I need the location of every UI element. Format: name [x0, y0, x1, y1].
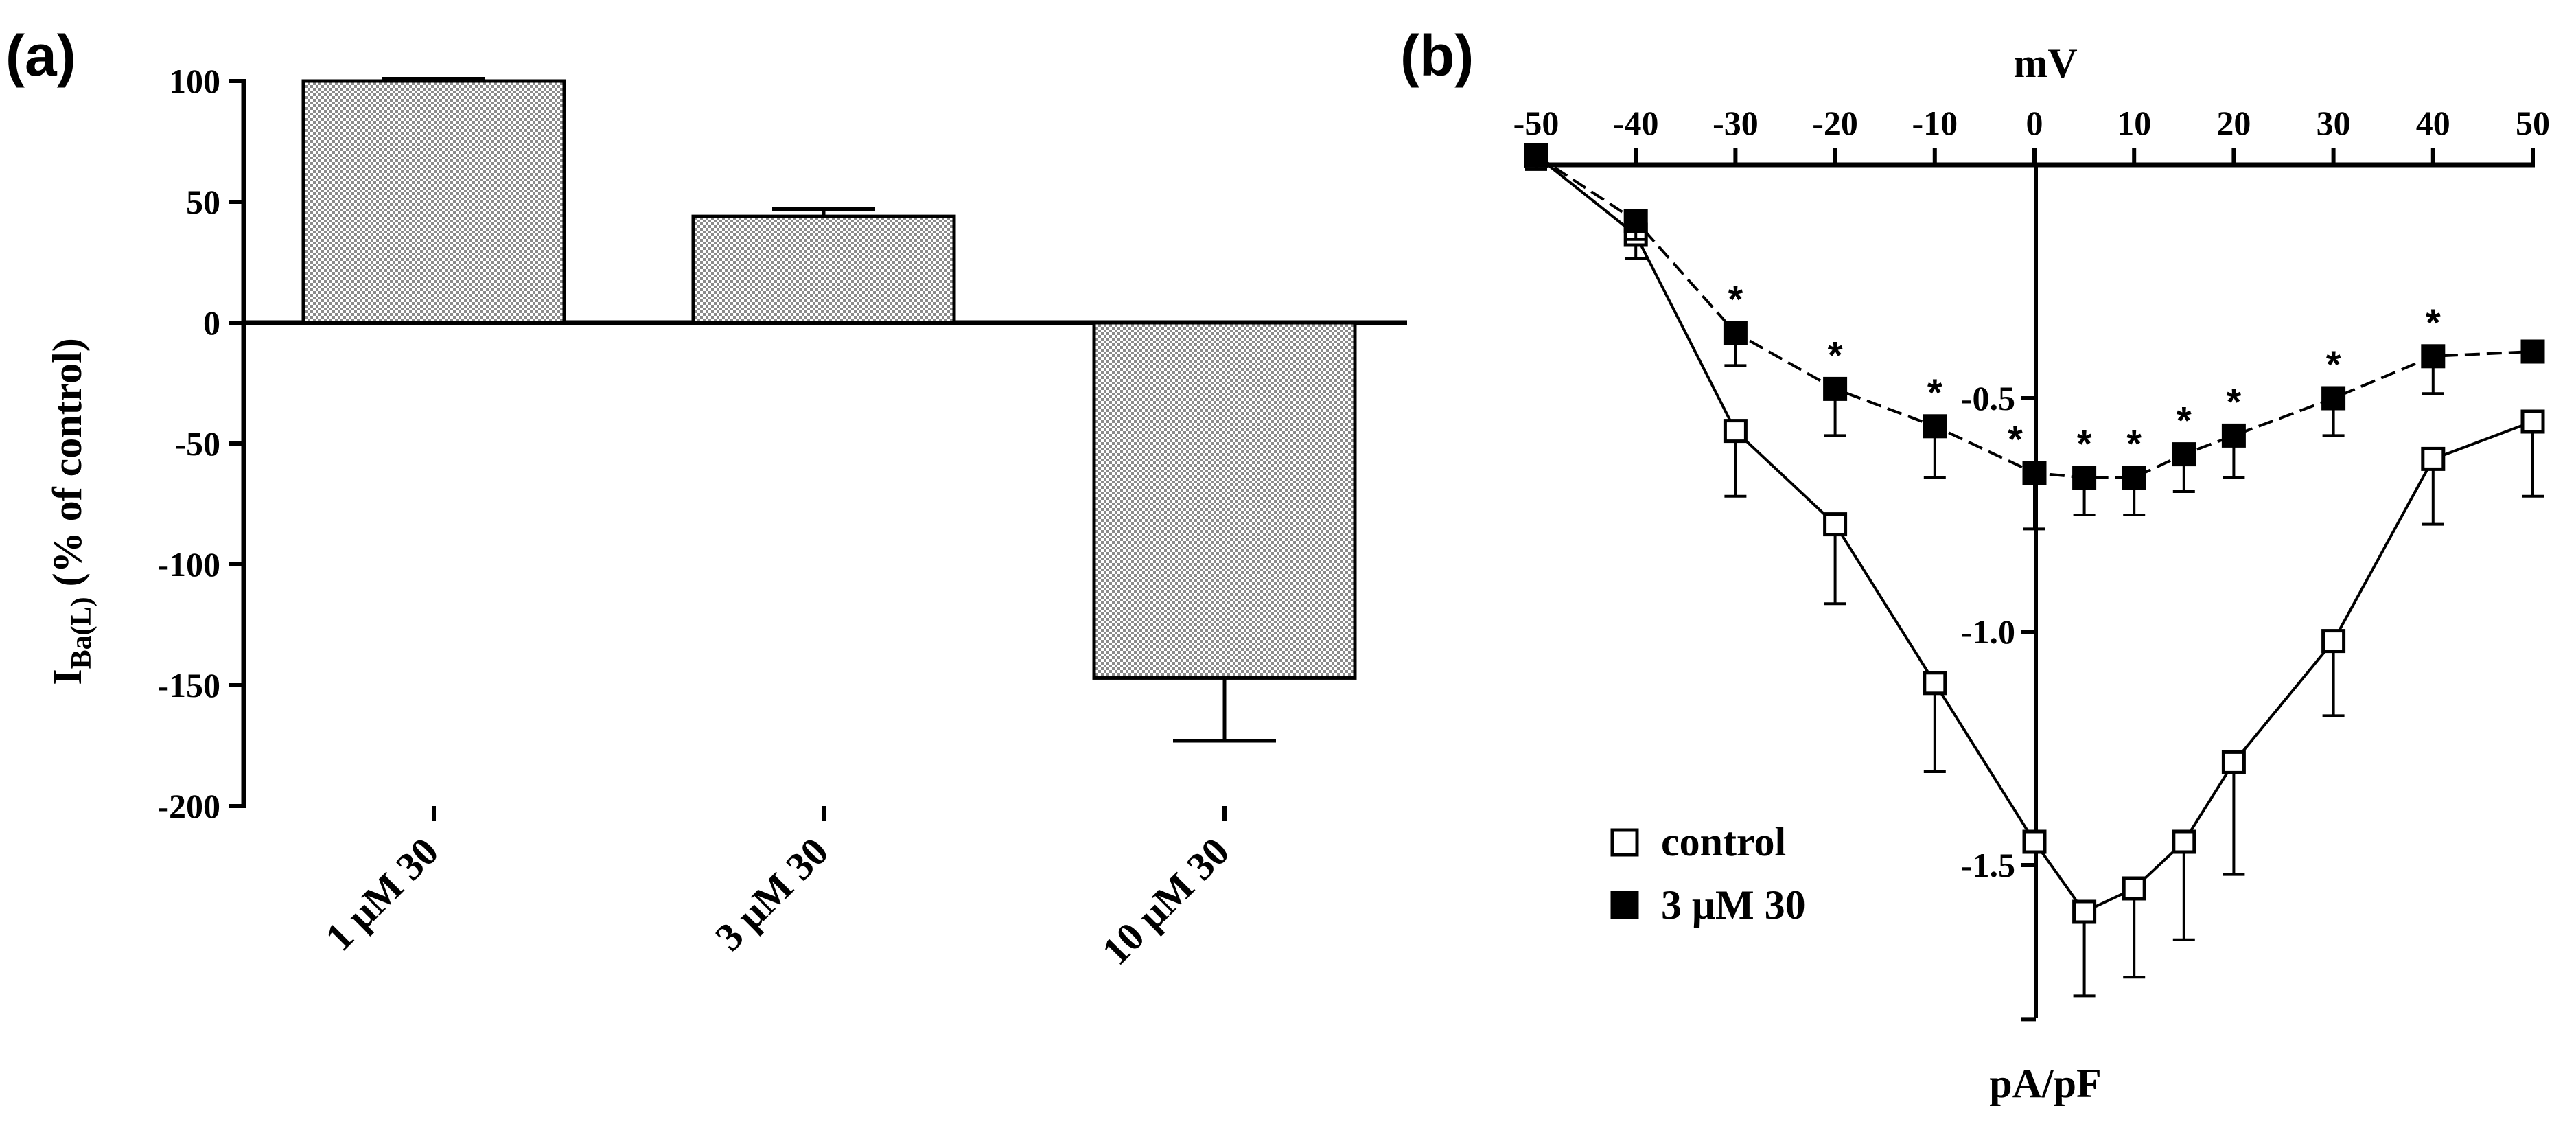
- legend-marker-control: [1610, 828, 1639, 857]
- panel-b-point-control: [2122, 876, 2146, 901]
- panel-b-point-treated: [1723, 321, 1748, 345]
- panel-label-a: (a): [5, 23, 76, 88]
- panel-b-x-tick-label: 40: [2416, 104, 2450, 142]
- panel-b-x-tick-label: 20: [2216, 104, 2251, 142]
- panel-b-y-axis-title: pA/pF: [1989, 1061, 2101, 1106]
- panel-b-point-control: [2321, 629, 2346, 654]
- panel-a-y-tick-label: -100: [157, 545, 220, 584]
- panel-a-y-tick-label: 100: [169, 62, 220, 100]
- panel-b-significance-marker: *: [1728, 277, 1743, 321]
- panel-b-point-treated: [1524, 143, 1548, 168]
- panel-b-point-treated: [2072, 466, 2097, 490]
- panel-b-point-control: [1923, 671, 1947, 696]
- panel-b-significance-marker: *: [2077, 422, 2092, 466]
- legend-label-control: control: [1661, 819, 1786, 864]
- panel-b-x-tick-label: -40: [1613, 104, 1659, 142]
- panel-b-point-control: [2520, 409, 2545, 434]
- panel-b-chart: -50 -40 -30 -20 -10 0 10 20 30 40 50 -0.5 -1.0 -1.5 * *…: [1513, 104, 2550, 1022]
- panel-b-point-treated: [2172, 442, 2196, 467]
- panel-b-x-tick-label: -20: [1812, 104, 1858, 142]
- panel-b-x-tick-label: 50: [2516, 104, 2550, 142]
- panel-a-bar: [691, 214, 956, 325]
- panel-a-y-tick-label: 50: [186, 183, 220, 221]
- panel-label-b: (b): [1400, 23, 1474, 88]
- panel-b-x-tick-label: -50: [1513, 104, 1559, 142]
- panel-b-point-treated: [1923, 414, 1947, 439]
- panel-b-x-tick-label: 0: [2026, 104, 2043, 142]
- panel-a-y-tick-label: -200: [157, 787, 220, 825]
- panel-a-y-tick-label: 0: [203, 303, 220, 342]
- panel-b-y-tick-label: -0.5: [1961, 379, 2015, 417]
- panel-a-category-label: 1 μM 30: [316, 829, 447, 959]
- panel-b-significance-marker: *: [2326, 343, 2341, 386]
- panel-a-bar: [1092, 321, 1357, 680]
- panel-b-y-tick-label: -1.5: [1961, 846, 2015, 884]
- panel-b-point-control: [2172, 829, 2196, 854]
- panel-b-significance-marker: *: [2126, 422, 2142, 466]
- panel-b-point-treated: [2022, 461, 2047, 485]
- panel-b-point-control: [2022, 829, 2047, 854]
- panel-b-point-control: [2421, 446, 2446, 471]
- panel-b-point-control: [2072, 899, 2097, 924]
- panel-b-significance-marker: *: [2008, 417, 2023, 461]
- panel-b-x-tick-label: -30: [1713, 104, 1759, 142]
- panel-b-point-treated: [2421, 344, 2446, 369]
- panel-a-y-axis-title: IBa(L) (% of control): [45, 338, 97, 685]
- panel-b-point-control: [1823, 512, 1848, 537]
- panel-b-y-tick-label: -1.0: [1961, 612, 2015, 651]
- panel-b-x-axis-title: mV: [2013, 41, 2077, 86]
- panel-b-point-control: [2221, 750, 2246, 774]
- panel-b-x-tick-label: -10: [1912, 104, 1958, 142]
- panel-a-category-label: 10 μM 30: [1093, 829, 1238, 973]
- panel-b-significance-marker: *: [2177, 399, 2192, 442]
- panel-b-point-treated: [2321, 386, 2346, 411]
- panel-a-bar: [301, 79, 566, 325]
- panel-b-point-treated: [2122, 466, 2146, 490]
- panel-b-point-control: [1723, 419, 1748, 444]
- panel-b-point-treated: [2520, 339, 2545, 364]
- panel-b-point-treated: [2221, 423, 2246, 448]
- panel-b-point-treated: [1623, 209, 1648, 233]
- panel-b-significance-marker: *: [2227, 380, 2242, 423]
- panel-b-significance-marker: *: [1828, 333, 1843, 376]
- panel-a-y-tick-label: -50: [174, 424, 220, 463]
- panel-a-category-label: 3 μM 30: [706, 829, 837, 959]
- panel-b-significance-marker: *: [1927, 371, 1942, 414]
- panel-b-x-tick-label: 10: [2117, 104, 2151, 142]
- panel-b-point-treated: [1823, 376, 1848, 401]
- panel-a-chart: 100 50 0 -50 -100 -150 -200 1 μM 30 3 μM 30 10 μM…: [157, 62, 1407, 974]
- legend-label-treated: 3 μM 30: [1661, 882, 1806, 928]
- panel-b-x-tick-label: 30: [2317, 104, 2351, 142]
- panel-a-y-tick-label: -150: [157, 666, 220, 704]
- legend-marker-treated: [1610, 891, 1639, 919]
- panel-b-significance-marker: *: [2426, 301, 2441, 344]
- panel-b-legend: control 3 μM 30: [1610, 819, 1806, 928]
